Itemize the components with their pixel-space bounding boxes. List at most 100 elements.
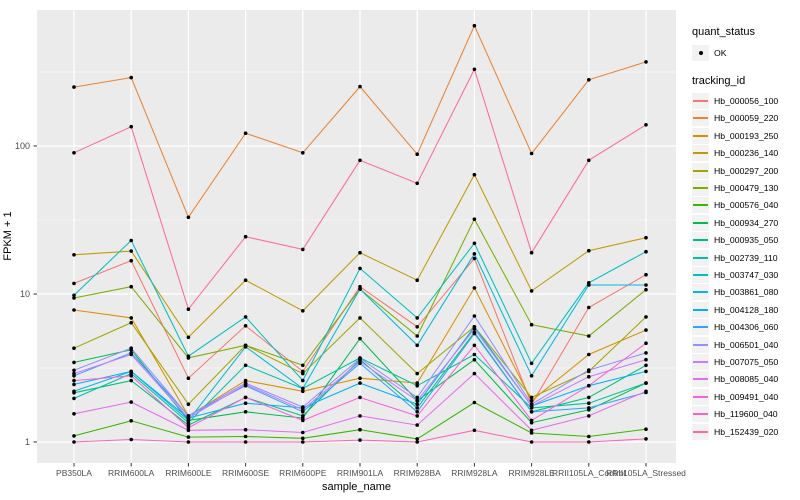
data-point: [415, 414, 420, 418]
legend-key-line-icon: [692, 214, 709, 231]
legend-label: Hb_006501_040: [714, 339, 779, 350]
data-point: [587, 248, 591, 253]
data-point: [587, 434, 591, 439]
legend-label: Hb_119600_040: [714, 409, 778, 420]
data-point: [358, 84, 362, 89]
legend-label: Hb_004128_180: [714, 304, 779, 315]
legend-key-line-icon: [692, 371, 709, 388]
data-point: [644, 287, 648, 292]
legend-label: Hb_002739_110: [714, 252, 778, 263]
data-point: [644, 357, 648, 362]
data-point: [644, 363, 648, 368]
data-point: [129, 238, 133, 243]
legend-label-ok: OK: [714, 47, 727, 58]
data-point: [129, 369, 133, 374]
data-point: [186, 425, 191, 430]
data-point: [644, 123, 648, 127]
data-point: [358, 438, 362, 442]
legend-key-line-icon: [692, 336, 709, 353]
legend-line-swatch: [693, 134, 708, 137]
x-tick-label: RRIM928BA: [393, 468, 441, 478]
data-point: [243, 278, 248, 283]
data-point: [72, 434, 76, 438]
data-point: [243, 440, 248, 444]
legend-item-Hb_000056_100: Hb_000056_100: [692, 92, 798, 110]
data-point: [72, 371, 76, 376]
data-point: [358, 287, 362, 291]
data-point: [72, 368, 76, 373]
legend-item-Hb_006501_040: Hb_006501_040: [692, 336, 798, 353]
data-point: [358, 316, 362, 320]
data-point: [415, 152, 420, 156]
data-point: [472, 352, 477, 357]
legend-key-line-icon: [692, 110, 709, 127]
legend-key-line-icon: [692, 353, 709, 370]
legend-line-swatch: [693, 378, 708, 381]
legend-line-swatch: [693, 256, 708, 259]
legend-line-swatch: [693, 100, 708, 103]
legend-item-Hb_000059_220: Hb_000059_220: [692, 110, 798, 127]
data-point: [129, 400, 133, 404]
data-point: [129, 75, 133, 80]
data-point: [415, 181, 420, 186]
legend-item-Hb_000935_050: Hb_000935_050: [692, 232, 798, 249]
data-point: [129, 124, 133, 129]
x-tick-label: RRIM600SE: [221, 468, 270, 478]
data-point: [72, 151, 76, 155]
data-point: [529, 374, 534, 378]
data-point: [186, 354, 191, 359]
data-point: [415, 316, 420, 320]
data-point: [72, 412, 76, 416]
data-point: [415, 440, 420, 444]
data-point: [129, 352, 133, 357]
data-point: [72, 296, 76, 300]
x-tick-label: RRIM901LA: [336, 468, 384, 478]
data-point: [186, 416, 191, 420]
y-tick-label: 1: [24, 437, 30, 447]
data-point: [529, 410, 534, 414]
data-point: [301, 371, 305, 376]
data-point: [301, 430, 305, 435]
data-point: [129, 419, 133, 423]
data-point: [301, 414, 305, 418]
x-tick-label: RRIM928LA: [451, 468, 498, 478]
data-point: [472, 343, 477, 348]
data-point: [358, 336, 362, 341]
legend-item-Hb_009491_040: Hb_009491_040: [692, 388, 798, 405]
data-point: [472, 23, 477, 28]
legend-item-Hb_002739_110: Hb_002739_110: [692, 249, 798, 266]
data-point: [301, 309, 305, 313]
data-point: [129, 249, 133, 253]
data-point: [301, 378, 305, 383]
data-point: [129, 346, 133, 351]
data-point: [72, 382, 76, 387]
data-point: [186, 440, 191, 444]
legend-key-line-icon: [692, 145, 709, 162]
legend-line-swatch: [693, 343, 708, 346]
legend-key-line-icon: [692, 388, 709, 405]
data-point: [243, 427, 248, 432]
data-point: [472, 314, 477, 318]
legend-item-Hb_000479_130: Hb_000479_130: [692, 179, 798, 197]
legend-key-line-icon: [692, 301, 709, 318]
x-tick-label: RRIM600LA: [108, 468, 155, 478]
data-point: [72, 389, 76, 394]
data-point: [72, 440, 76, 444]
data-point: [72, 308, 76, 312]
x-tick-label: RRIM600PE: [279, 468, 327, 478]
data-point: [472, 371, 477, 376]
data-point: [472, 331, 477, 336]
legend-key-line-icon: [692, 93, 709, 110]
y-axis-title: FPKM + 1: [2, 211, 14, 261]
data-point: [415, 398, 420, 403]
data-point: [129, 374, 133, 378]
legend-key-line-icon: [692, 266, 709, 283]
data-point: [243, 234, 248, 239]
data-point: [415, 334, 420, 338]
data-point: [186, 215, 191, 220]
legend-key-line-icon: [692, 197, 709, 214]
data-point: [472, 252, 477, 256]
data-point: [472, 400, 477, 405]
data-point: [358, 158, 362, 163]
legend-line-swatch: [693, 360, 708, 363]
